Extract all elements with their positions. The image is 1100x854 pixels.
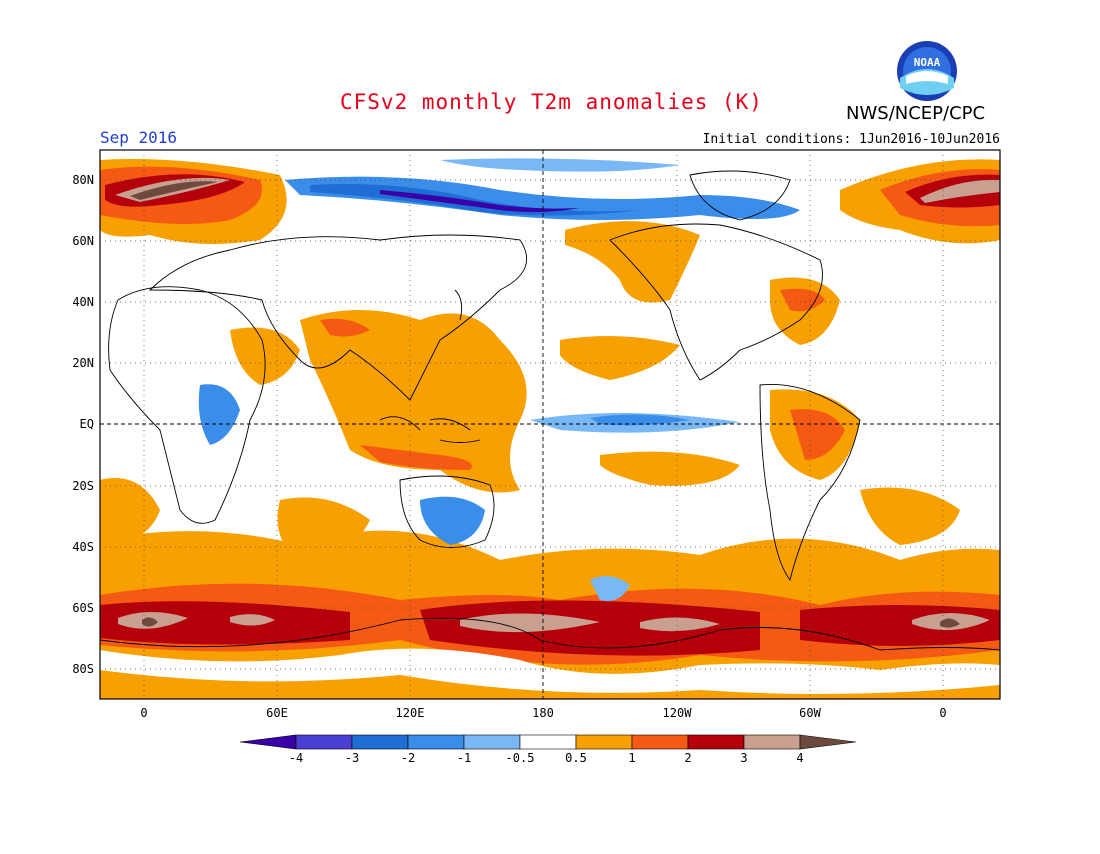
lat-label: 20N	[72, 356, 94, 370]
lat-label: 80S	[72, 662, 94, 676]
africa-coastline	[108, 286, 266, 524]
arctic-west-peak	[130, 181, 218, 200]
colorbar-labels: -4 -3 -2 -1 -0.5 0.5 1 2 3 4	[289, 751, 804, 765]
lon-label: 60E	[266, 706, 288, 720]
lat-label: 80N	[72, 173, 94, 187]
japan-coastline	[454, 289, 463, 321]
australia-coastline	[399, 475, 495, 548]
lon-label: 60W	[799, 706, 821, 720]
colorbar-swatch	[519, 734, 577, 750]
arctic-cold-core	[380, 190, 580, 213]
colorbar-label: -4	[289, 751, 303, 765]
equatorial-pacific-cold-core	[590, 414, 690, 426]
colorbar-label: 0.5	[565, 751, 587, 765]
north-atlantic-warmer	[780, 288, 825, 312]
colorbar-swatch	[407, 734, 465, 750]
coastlines	[100, 170, 1000, 651]
lat-label: 20S	[72, 479, 94, 493]
east-atlantic-warm	[860, 487, 960, 545]
colorbar-swatch	[743, 734, 801, 750]
reference-lines	[100, 150, 1000, 699]
indo-pacific-warmer	[320, 318, 472, 470]
colorbar-label: 3	[740, 751, 747, 765]
central-pacific-warm	[560, 336, 680, 380]
colorbar-swatch	[687, 734, 745, 750]
longitude-labels: 0 60E 120E 180 120W 60W 0	[140, 706, 946, 720]
lon-label: 180	[532, 706, 554, 720]
colorbar-swatch	[631, 734, 689, 750]
arctic-east-core	[920, 179, 1000, 203]
south-pacific-cold	[590, 576, 630, 601]
logo-text: NOAA	[914, 56, 941, 69]
arctic-cold-band	[285, 176, 800, 220]
colorbar	[239, 734, 857, 750]
lon-label: 0	[140, 706, 147, 720]
colorbar-label: 1	[628, 751, 635, 765]
colorbar-label: -1	[457, 751, 471, 765]
organization-label: NWS/NCEP/CPC	[846, 103, 986, 124]
australia-cold	[420, 496, 485, 545]
antarctica-warm-fringe	[100, 670, 1000, 699]
latitude-labels: 80N 60N 40N 20N EQ 20S 40S 60S 80S	[72, 173, 94, 676]
colorbar-label: -3	[345, 751, 359, 765]
greenland-coastline	[689, 170, 791, 221]
antarctica-coastline	[100, 617, 1000, 651]
lat-label: EQ	[80, 417, 94, 431]
lon-label: 0	[939, 706, 946, 720]
lat-label: 60N	[72, 234, 94, 248]
graticule	[100, 150, 1000, 699]
indonesia-coastline	[379, 416, 481, 443]
north-america-coastline	[609, 223, 823, 381]
colorbar-label: -0.5	[506, 751, 535, 765]
month-label: Sep 2016	[100, 128, 178, 147]
colorbar-swatch	[295, 734, 353, 750]
europe-asia-coastline	[148, 234, 528, 401]
lat-label: 60S	[72, 601, 94, 615]
south-pacific-warm	[600, 451, 740, 486]
south-indian-warm	[277, 497, 370, 560]
lat-label: 40N	[72, 295, 94, 309]
lat-label: 40S	[72, 540, 94, 554]
anomaly-fields	[100, 158, 1000, 699]
colorbar-label: 4	[796, 751, 803, 765]
africa-cold	[198, 384, 240, 445]
colorbar-swatch	[463, 734, 521, 750]
noaa-logo-icon: NOAA	[897, 41, 957, 101]
indo-pacific-warm	[300, 310, 527, 493]
chart-title: CFSv2 monthly T2m anomalies (K)	[340, 90, 763, 114]
arctic-cold-light	[440, 158, 680, 172]
colorbar-swatch	[799, 734, 857, 750]
north-pacific-warm	[565, 221, 700, 303]
south-america-warmer	[790, 409, 845, 460]
south-america-coastline	[759, 384, 861, 582]
colorbar-label: 2	[684, 751, 691, 765]
colorbar-swatch	[575, 734, 633, 750]
lon-label: 120W	[663, 706, 693, 720]
antarctic-max-warm-core	[118, 612, 990, 633]
map-frame	[99, 149, 1001, 700]
initial-conditions-label: Initial conditions: 1Jun2016-10Jun2016	[702, 132, 1000, 147]
south-atlantic-warm	[100, 478, 160, 545]
colorbar-swatch	[239, 734, 297, 750]
lon-label: 120E	[396, 706, 425, 720]
colorbar-label: -2	[401, 751, 415, 765]
colorbar-swatch	[351, 734, 409, 750]
